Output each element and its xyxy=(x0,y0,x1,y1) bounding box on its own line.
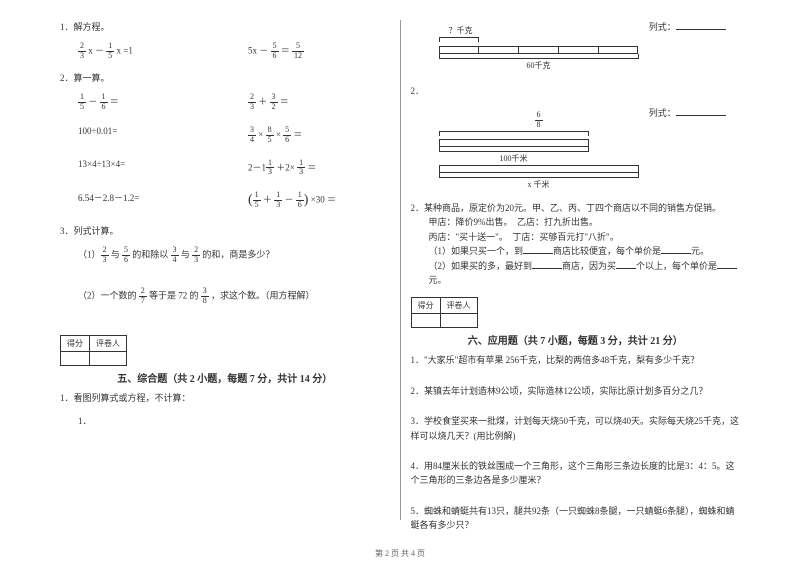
app-q1: 1．"大家乐"超市有苹果 256千克，比梨的两倍多48千克，梨有多少千克？ xyxy=(411,353,741,367)
diagram-1: ？千克 60千克 xyxy=(439,24,639,72)
shop-q: 2．某种商品，原定价为20元。甲、乙、丙、丁四个商店以不同的销售方促销。 甲店：… xyxy=(411,201,741,287)
q2-row4: 6.54－2.8－1.2= (15 ＋ 13 － 16) ×30 ＝ xyxy=(78,191,390,210)
section6-title: 六、应用题（共 7 小题，每题 3 分，共计 21 分） xyxy=(411,332,741,347)
q5-1-sub: 1． xyxy=(78,414,390,428)
q3-title: 3．列式计算。 xyxy=(60,224,390,238)
q2-row1: 15 － 16 ＝ 23 ＋ 32 ＝ xyxy=(78,93,390,112)
q2-row2: 100÷0.01= 34 × 85 × 56 ＝ xyxy=(78,126,390,145)
app-q5: 5．蜘蛛和蜻蜓共有13只，腿共92条（一只蜘蛛8条腿，一只蜻蜓6条腿），蜘蛛和蜻… xyxy=(411,504,741,533)
score-cell: 得分 xyxy=(61,336,90,352)
shop-l1: 甲店：降价9%出售。 乙店：打九折出售。 xyxy=(429,215,741,229)
d1-bottom-label: 60千克 xyxy=(439,60,639,71)
q2-r4a: 6.54－2.8－1.2= xyxy=(78,191,248,210)
d1-formula: 列式： xyxy=(649,20,726,33)
q3-sub1: （1）23 与 56 的和除以 34 与 23 的和，商是多少？ xyxy=(78,246,390,265)
shop-l4: （2）如果买的多，最好到商店，因为买个以上，每个单价是元。 xyxy=(429,259,741,288)
grader-cell: 评卷人 xyxy=(440,298,477,314)
q2-row3: 13×4÷13×4= 2－113 ＋2× 13 ＝ xyxy=(78,159,390,178)
shop-title: 2．某种商品，原定价为20元。甲、乙、丙、丁四个商店以不同的销售方促销。 xyxy=(411,201,741,215)
right-column: ？千克 60千克 列式： 2． 68 100千米 xyxy=(411,20,741,530)
text: x =1 xyxy=(117,46,133,56)
q1-title: 1．解方程。 xyxy=(60,20,390,34)
q2-r3b: 2－113 ＋2× 13 ＝ xyxy=(248,159,316,178)
left-column: 1．解方程。 23 x － 15 x =1 5x － 56 ＝ 512 2．算一… xyxy=(60,20,390,530)
scorebox-right: 得分评卷人 xyxy=(411,297,741,330)
d2-num: 2． xyxy=(411,84,741,98)
score-cell: 得分 xyxy=(411,298,440,314)
q2-r1a: 15 － 16 ＝ xyxy=(78,93,248,112)
q1-eq1: 23 x － 15 x =1 xyxy=(78,42,248,61)
app-q4: 4．用84厘米长的铁丝围成一个三角形，这个三角形三条边长度的比是3：4：5。这个… xyxy=(411,459,741,488)
diagram-2: 68 100千米 x 千米 xyxy=(439,110,639,191)
shop-l2: 丙店："买十送一"。 丁店：买够百元打"八折"。 xyxy=(429,230,741,244)
d2-formula: 列式： xyxy=(649,106,726,119)
d2-mid-label: 100千米 xyxy=(439,153,589,164)
q1-eq2: 5x － 56 ＝ 512 xyxy=(248,42,304,61)
text: ＝ xyxy=(281,46,292,56)
grader-cell: 评卷人 xyxy=(90,336,127,352)
q5-1: 1．看图列算式或方程，不计算： xyxy=(60,391,390,405)
section5-title: 五、综合题（共 2 小题，每题 7 分，共计 14 分） xyxy=(60,370,390,385)
d1-top-label: ？千克 xyxy=(449,25,639,36)
text: x － xyxy=(88,46,106,56)
text: 5x － xyxy=(248,46,271,56)
q2-r2a: 100÷0.01= xyxy=(78,126,248,145)
d2-bottom-label: x 千米 xyxy=(439,179,639,190)
q2-r2b: 34 × 85 × 56 ＝ xyxy=(248,126,302,145)
q1-equations: 23 x － 15 x =1 5x － 56 ＝ 512 xyxy=(78,42,390,61)
shop-l3: （1）如果只买一个，到商店比较便宜，每个单价是元。 xyxy=(429,244,741,258)
q2-r4b: (15 ＋ 13 － 16) ×30 ＝ xyxy=(248,191,336,210)
q2-r1b: 23 ＋ 32 ＝ xyxy=(248,93,289,112)
scorebox-left: 得分评卷人 xyxy=(60,335,390,368)
app-q3: 3．学校食堂买来一批煤，计划每天烧50千克，可以烧40天。实际每天烧25千克，这… xyxy=(411,414,741,443)
q2-r3a: 13×4÷13×4= xyxy=(78,159,248,178)
page-footer: 第 2 页 共 4 页 xyxy=(0,548,800,559)
app-q2: 2．某镇去年计划造林9公顷，实际造林12公顷，实际比原计划多百分之几？ xyxy=(411,384,741,398)
q3-sub2: （2）一个数的 27 等于是 72 的 38 ，求这个数。（用方程解） xyxy=(78,287,390,306)
q2-title: 2．算一算。 xyxy=(60,71,390,85)
column-divider xyxy=(400,20,401,520)
